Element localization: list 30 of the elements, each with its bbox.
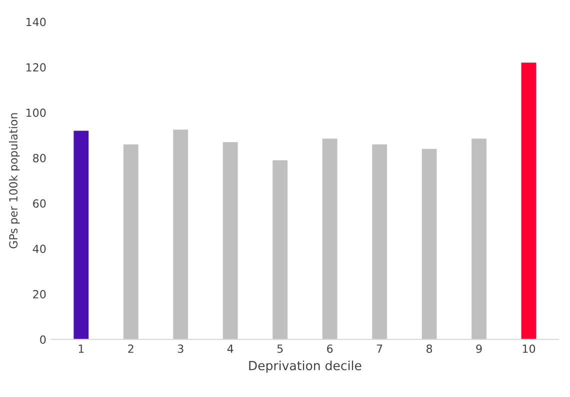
x-tick-label: 2 xyxy=(128,344,134,353)
x-tick-label: 8 xyxy=(426,344,432,353)
x-tick-label: 10 xyxy=(522,344,536,353)
bar xyxy=(74,130,89,340)
bar xyxy=(472,138,486,340)
y-tick-label: 140 xyxy=(26,18,46,26)
bar xyxy=(173,130,188,340)
y-axis-title: GPs per 100k population xyxy=(8,113,20,248)
x-tick-label: 3 xyxy=(178,344,184,353)
y-tick-label: 80 xyxy=(33,154,46,162)
y-tick-label: 40 xyxy=(32,244,46,254)
bar xyxy=(123,144,138,340)
y-tick-label: 120 xyxy=(26,63,46,72)
y-tick-label: 60 xyxy=(33,199,46,208)
y-tick-label: 100 xyxy=(26,108,46,117)
x-axis-title: Deprivation decile xyxy=(249,360,362,373)
x-tick-label: 6 xyxy=(327,344,333,353)
x-tick-label: 4 xyxy=(227,344,234,353)
x-tick-label: 5 xyxy=(277,344,283,353)
bar xyxy=(272,160,288,340)
bar xyxy=(322,138,338,340)
bar xyxy=(521,62,536,340)
y-tick-label: 20 xyxy=(33,290,46,298)
bar xyxy=(372,144,388,340)
bar xyxy=(222,142,238,340)
y-tick-label: 0 xyxy=(40,335,46,344)
x-tick-label: 1 xyxy=(78,344,84,353)
x-tick-label: 7 xyxy=(376,344,382,353)
x-tick-label: 9 xyxy=(476,344,482,353)
bar xyxy=(422,148,437,340)
